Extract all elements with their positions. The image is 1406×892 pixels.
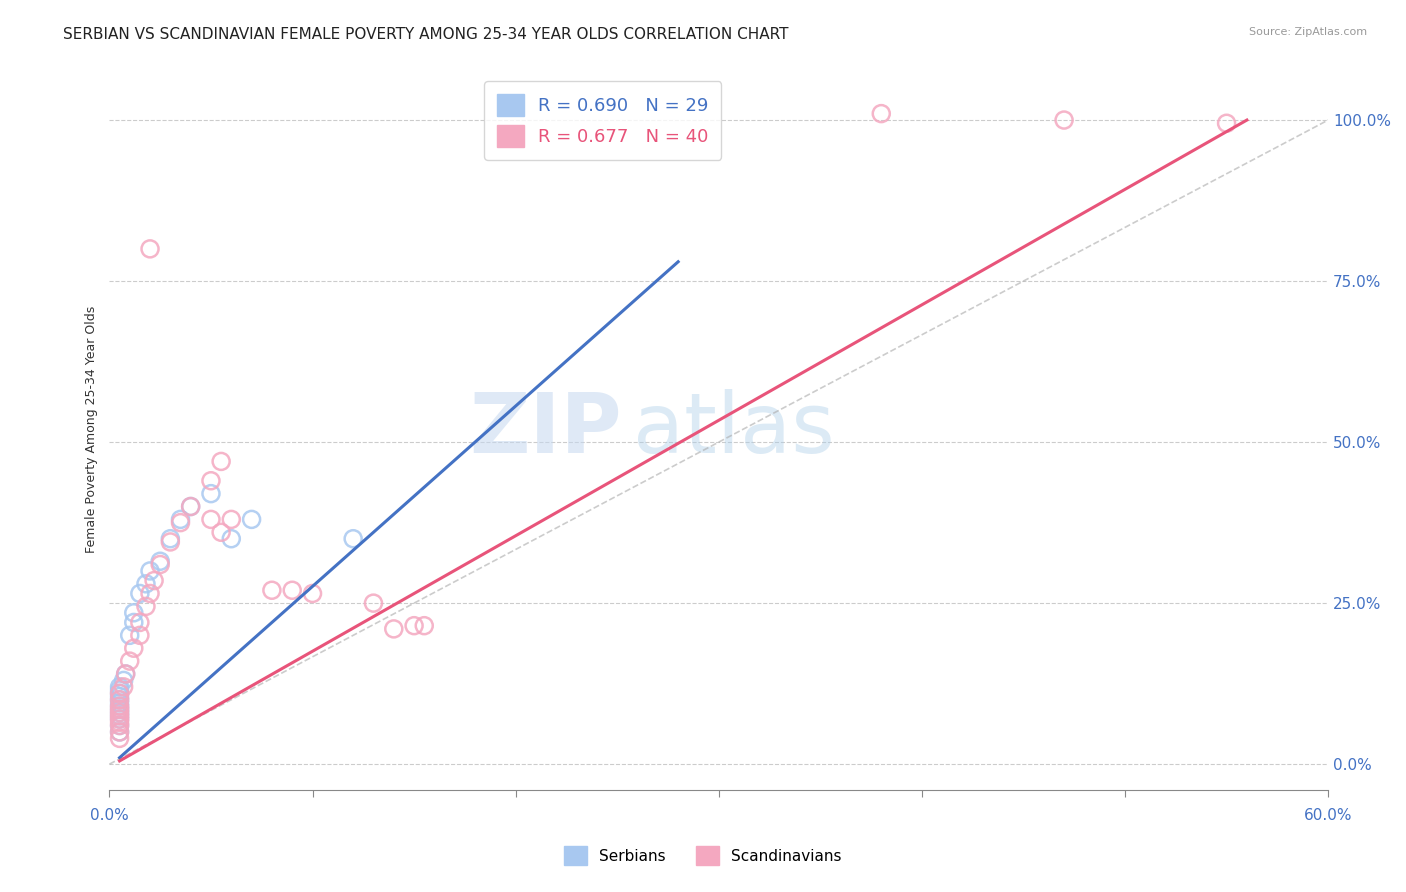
Point: [108, 718, 131, 732]
Point: [108, 683, 131, 698]
Point: [260, 583, 283, 598]
Point: [169, 512, 191, 526]
Point: [180, 500, 202, 514]
Point: [342, 532, 364, 546]
Point: [108, 712, 131, 726]
Point: [108, 702, 131, 716]
Y-axis label: Female Poverty Among 25-34 Year Olds: Female Poverty Among 25-34 Year Olds: [86, 306, 98, 553]
Point: [159, 535, 181, 549]
Point: [301, 586, 323, 600]
Point: [108, 690, 131, 704]
Point: [139, 564, 162, 578]
Point: [219, 512, 242, 526]
Point: [1053, 113, 1076, 128]
Point: [108, 702, 131, 716]
Point: [135, 576, 157, 591]
Point: [413, 618, 436, 632]
Point: [108, 706, 131, 720]
Text: SERBIAN VS SCANDINAVIAN FEMALE POVERTY AMONG 25-34 YEAR OLDS CORRELATION CHART: SERBIAN VS SCANDINAVIAN FEMALE POVERTY A…: [63, 27, 789, 42]
Legend: R = 0.690   N = 29, R = 0.677   N = 40: R = 0.690 N = 29, R = 0.677 N = 40: [484, 81, 721, 160]
Point: [122, 606, 145, 620]
Point: [114, 667, 136, 681]
Point: [122, 641, 145, 656]
Point: [169, 516, 191, 530]
Point: [118, 654, 141, 668]
Point: [108, 696, 131, 710]
Point: [128, 615, 150, 630]
Point: [108, 725, 131, 739]
Point: [209, 525, 232, 540]
Point: [139, 586, 162, 600]
Point: [200, 512, 222, 526]
Point: [219, 532, 242, 546]
Point: [112, 680, 135, 694]
Text: 60.0%: 60.0%: [1303, 808, 1353, 823]
Text: ZIP: ZIP: [468, 389, 621, 470]
Point: [108, 699, 131, 714]
Point: [108, 706, 131, 720]
Point: [108, 692, 131, 706]
Point: [108, 709, 131, 723]
Point: [108, 715, 131, 730]
Point: [108, 718, 131, 732]
Legend: Serbians, Scandinavians: Serbians, Scandinavians: [558, 840, 848, 871]
Point: [108, 725, 131, 739]
Point: [143, 574, 166, 588]
Text: 0.0%: 0.0%: [90, 808, 129, 823]
Point: [200, 486, 222, 500]
Point: [180, 500, 202, 514]
Point: [108, 709, 131, 723]
Point: [149, 554, 172, 568]
Point: [363, 596, 385, 610]
Point: [122, 615, 145, 630]
Point: [108, 686, 131, 700]
Point: [108, 680, 131, 694]
Point: [108, 712, 131, 726]
Point: [200, 474, 222, 488]
Point: [870, 106, 893, 120]
Point: [240, 512, 263, 526]
Point: [128, 586, 150, 600]
Point: [108, 686, 131, 700]
Text: Source: ZipAtlas.com: Source: ZipAtlas.com: [1249, 27, 1367, 37]
Point: [112, 673, 135, 688]
Point: [118, 628, 141, 642]
Point: [128, 628, 150, 642]
Point: [209, 454, 232, 468]
Point: [159, 532, 181, 546]
Point: [281, 583, 304, 598]
Point: [108, 699, 131, 714]
Point: [108, 731, 131, 746]
Point: [149, 558, 172, 572]
Point: [1215, 116, 1237, 130]
Point: [404, 618, 426, 632]
Point: [114, 667, 136, 681]
Point: [135, 599, 157, 614]
Point: [139, 242, 162, 256]
Text: atlas: atlas: [634, 389, 835, 470]
Point: [382, 622, 405, 636]
Point: [108, 692, 131, 706]
